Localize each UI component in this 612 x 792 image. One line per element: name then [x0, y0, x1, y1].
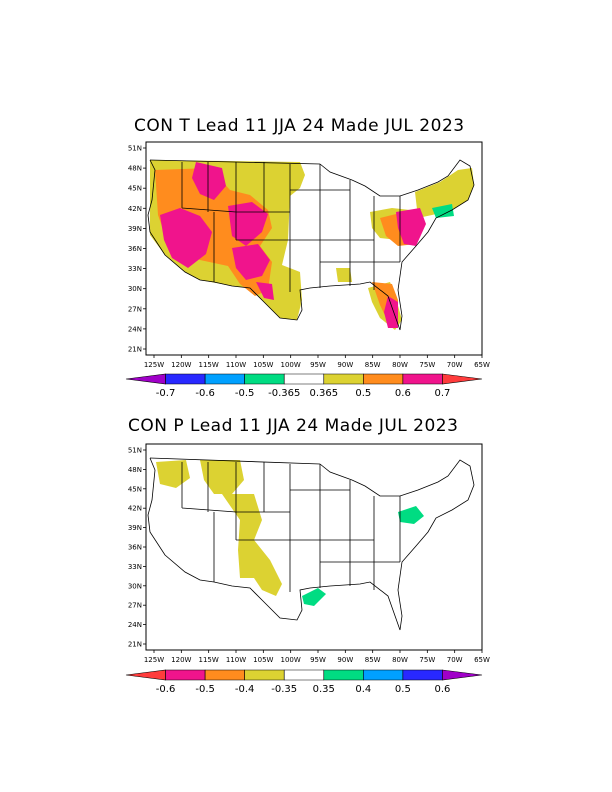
lon-tick-label: 120W: [171, 361, 191, 369]
precipitation-map-title: CON P Lead 11 JJA 24 Made JUL 2023: [128, 416, 459, 436]
lat-tick-label: 27N: [128, 305, 142, 313]
colorbar-segment: [323, 669, 364, 681]
lat-tick-label: 30N: [128, 285, 142, 293]
lon-tick-label: 70W: [447, 361, 463, 369]
lon-tick-label: 70W: [447, 656, 463, 664]
lat-tick-label: 21N: [128, 346, 142, 354]
precipitation-lat-axis: 51N 48N 45N 42N 39N 36N 33N 30N 27N 24N 21N: [128, 447, 146, 649]
colorbar-label: -0.6: [156, 684, 176, 695]
lat-tick-label: 27N: [128, 602, 142, 610]
colorbar-segment: [363, 373, 404, 385]
lon-tick-label: 75W: [419, 656, 435, 664]
colorbar-label: -0.365: [268, 388, 300, 399]
lon-tick-label: 115W: [199, 361, 219, 369]
temperature-lat-axis: 51N 48N 45N 42N 39N 36N 33N 30N 27N 24N 21N: [128, 145, 146, 354]
temperature-colorbar: -0.7 -0.6 -0.5 -0.365 0.365 0.5 0.6 0.7: [125, 373, 483, 399]
colorbar-label: -0.35: [271, 684, 297, 695]
colorbar-segment: [165, 669, 206, 681]
colorbar-label: 0.6: [395, 388, 411, 399]
lat-tick-label: 48N: [128, 165, 142, 173]
lon-tick-label: 95W: [310, 656, 326, 664]
colorbar-label: -0.4: [235, 684, 255, 695]
lon-tick-label: 80W: [392, 656, 408, 664]
colorbar-label: 0.5: [395, 684, 411, 695]
colorbar-label: -0.5: [235, 388, 255, 399]
colorbar-label: 0.7: [434, 388, 450, 399]
lon-tick-label: 85W: [365, 656, 381, 664]
colorbar-segment: [204, 373, 245, 385]
colorbar-segment: [323, 373, 364, 385]
lat-tick-label: 30N: [128, 582, 142, 590]
lon-tick-label: 85W: [365, 361, 381, 369]
precipitation-map-lines: [147, 457, 475, 631]
colorbar-segment: [125, 373, 166, 385]
lon-tick-label: 80W: [392, 361, 408, 369]
lon-tick-label: 120W: [171, 656, 191, 664]
colorbar-segment: [165, 373, 206, 385]
lat-tick-label: 33N: [128, 265, 142, 273]
colorbar-segment: [283, 373, 325, 385]
colorbar-label: -0.5: [195, 684, 215, 695]
colorbar-segment: [244, 669, 285, 681]
lat-tick-label: 39N: [128, 524, 142, 532]
lat-tick-label: 42N: [128, 505, 142, 513]
colorbar-segment: [125, 669, 166, 681]
lat-tick-label: 39N: [128, 225, 142, 233]
lon-tick-label: 105W: [253, 361, 273, 369]
lon-tick-label: 95W: [310, 361, 326, 369]
lat-tick-label: 21N: [128, 641, 142, 649]
lon-tick-label: 105W: [253, 656, 273, 664]
lat-tick-label: 36N: [128, 245, 142, 253]
lat-tick-label: 48N: [128, 466, 142, 474]
colorbar-segment: [402, 669, 443, 681]
colorbar-segment: [402, 373, 443, 385]
colorbar-segment: [244, 373, 285, 385]
lon-tick-label: 100W: [281, 656, 301, 664]
lon-tick-label: 110W: [226, 361, 246, 369]
colorbar-label: 0.4: [355, 684, 371, 695]
lon-tick-label: 90W: [337, 656, 353, 664]
lat-tick-label: 36N: [128, 544, 142, 552]
lat-tick-label: 33N: [128, 563, 142, 571]
lon-tick-label: 125W: [144, 361, 164, 369]
temperature-map-lines: [147, 159, 475, 331]
lon-tick-label: 125W: [144, 656, 164, 664]
lat-tick-label: 45N: [128, 185, 142, 193]
precipitation-lon-axis: 125W 120W 115W 110W 105W 100W 95W 90W 85W 80W 75W 7…: [144, 650, 490, 664]
precipitation-colorbar: -0.6 -0.5 -0.4 -0.35 0.35 0.4 0.5 0.6: [125, 669, 483, 695]
lat-tick-label: 51N: [128, 447, 142, 455]
lat-tick-label: 24N: [128, 325, 142, 333]
lon-tick-label: 90W: [337, 361, 353, 369]
lon-tick-label: 110W: [226, 656, 246, 664]
lon-tick-label: 100W: [281, 361, 301, 369]
colorbar-label: -0.7: [156, 388, 176, 399]
colorbar-label: 0.5: [355, 388, 371, 399]
colorbar-segment: [204, 669, 245, 681]
lat-tick-label: 45N: [128, 485, 142, 493]
colorbar-segment: [283, 669, 325, 681]
temperature-lon-axis: 125W 120W 115W 110W 105W 100W 95W 90W 85W 80W 75W 7…: [144, 355, 490, 369]
lon-tick-label: 65W: [474, 656, 490, 664]
colorbar-label: 0.365: [309, 388, 338, 399]
precipitation-map-frame: [145, 443, 483, 651]
precipitation-anomaly-shading: [156, 460, 424, 606]
lat-tick-label: 42N: [128, 205, 142, 213]
colorbar-segment: [363, 669, 404, 681]
lon-tick-label: 75W: [419, 361, 435, 369]
lat-tick-label: 51N: [128, 145, 142, 153]
temperature-map-title: CON T Lead 11 JJA 24 Made JUL 2023: [134, 116, 465, 136]
lat-tick-label: 24N: [128, 621, 142, 629]
lon-tick-label: 115W: [199, 656, 219, 664]
colorbar-label: 0.35: [313, 684, 335, 695]
colorbar-label: -0.6: [195, 388, 215, 399]
colorbar-label: 0.6: [434, 684, 450, 695]
colorbar-segment: [442, 373, 483, 385]
colorbar-segment: [442, 669, 483, 681]
temperature-anomaly-shading: [150, 160, 474, 330]
lon-tick-label: 65W: [474, 361, 490, 369]
